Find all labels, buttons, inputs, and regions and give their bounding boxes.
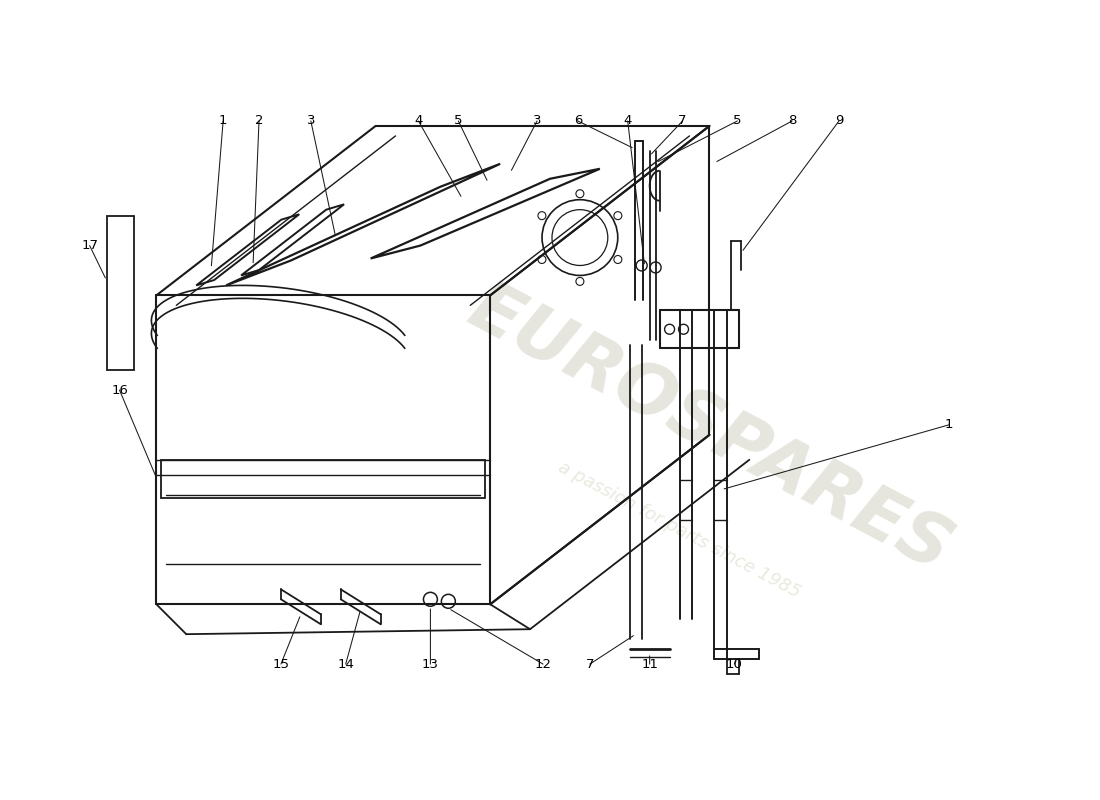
Text: 5: 5 bbox=[454, 114, 463, 127]
Circle shape bbox=[614, 212, 622, 220]
Text: 1: 1 bbox=[945, 418, 953, 431]
Text: 12: 12 bbox=[535, 658, 551, 670]
Bar bbox=[107, 216, 134, 370]
Circle shape bbox=[576, 190, 584, 198]
Text: 1: 1 bbox=[219, 114, 228, 127]
Circle shape bbox=[552, 210, 608, 266]
Circle shape bbox=[576, 278, 584, 286]
Text: 5: 5 bbox=[733, 114, 741, 127]
Text: 17: 17 bbox=[81, 239, 98, 252]
Circle shape bbox=[538, 212, 546, 220]
Circle shape bbox=[664, 324, 674, 334]
Circle shape bbox=[424, 592, 438, 606]
Circle shape bbox=[636, 260, 647, 271]
Circle shape bbox=[614, 255, 622, 263]
Text: 15: 15 bbox=[273, 658, 289, 670]
Bar bbox=[162, 460, 485, 498]
Text: 3: 3 bbox=[307, 114, 315, 127]
Text: 7: 7 bbox=[679, 114, 686, 127]
Text: a passion for parts since 1985: a passion for parts since 1985 bbox=[556, 458, 804, 602]
Text: 11: 11 bbox=[641, 658, 658, 670]
Text: 3: 3 bbox=[532, 114, 541, 127]
Text: EUROSPARES: EUROSPARES bbox=[456, 274, 962, 586]
Text: 10: 10 bbox=[726, 658, 742, 670]
Text: 13: 13 bbox=[422, 658, 439, 670]
Text: 9: 9 bbox=[835, 114, 844, 127]
Circle shape bbox=[679, 324, 689, 334]
Text: 14: 14 bbox=[338, 658, 354, 670]
Text: 7: 7 bbox=[585, 658, 594, 670]
Circle shape bbox=[650, 262, 661, 273]
Text: 4: 4 bbox=[624, 114, 631, 127]
Circle shape bbox=[441, 594, 455, 608]
Circle shape bbox=[542, 200, 618, 275]
Text: 16: 16 bbox=[111, 383, 128, 397]
Text: 4: 4 bbox=[415, 114, 422, 127]
Text: 2: 2 bbox=[255, 114, 263, 127]
Circle shape bbox=[538, 255, 546, 263]
Text: 6: 6 bbox=[574, 114, 582, 127]
Text: 8: 8 bbox=[788, 114, 796, 127]
